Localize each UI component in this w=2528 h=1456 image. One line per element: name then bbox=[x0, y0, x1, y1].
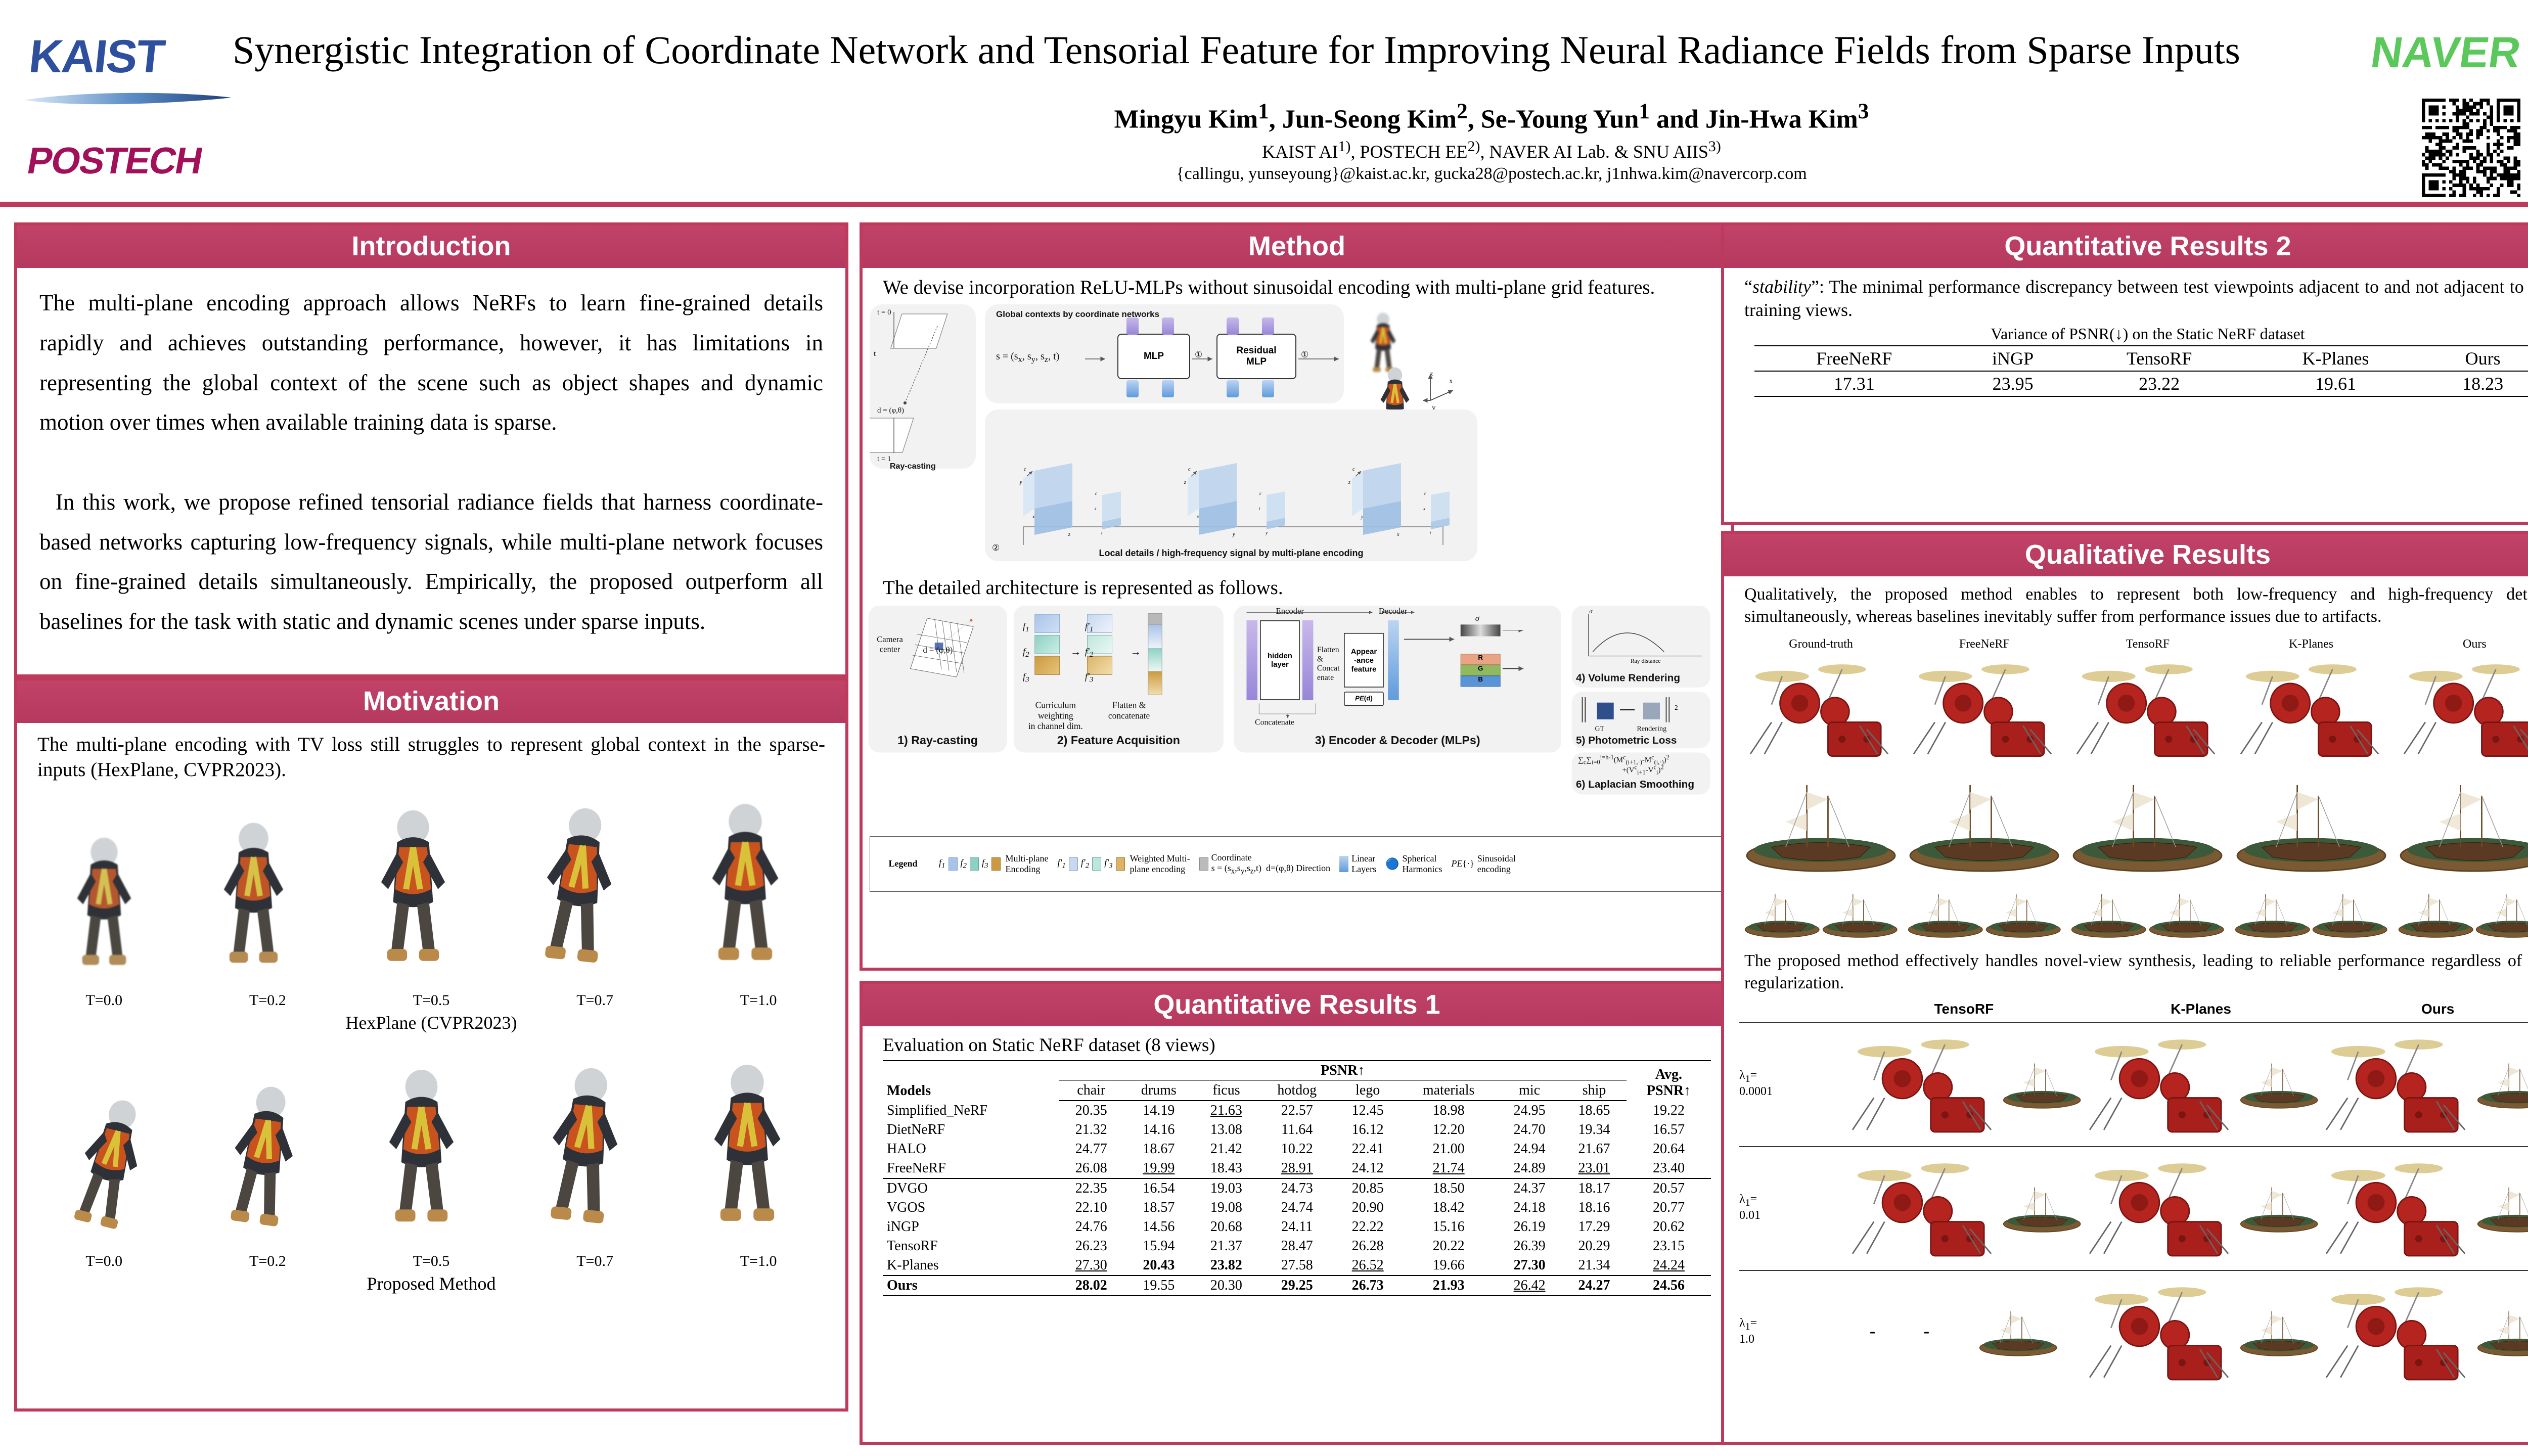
svg-text:c: c bbox=[1188, 467, 1191, 472]
svg-text:c: c bbox=[1259, 491, 1261, 496]
svg-text:t: t bbox=[1101, 530, 1103, 535]
svg-text:2: 2 bbox=[1675, 704, 1678, 711]
svg-text:x: x bbox=[1032, 514, 1035, 520]
svg-text:t: t bbox=[1430, 530, 1431, 535]
svg-text:z: z bbox=[1068, 532, 1070, 537]
svg-text:c: c bbox=[1352, 467, 1355, 472]
svg-text:c: c bbox=[1024, 467, 1026, 472]
svg-text:x: x bbox=[1196, 514, 1199, 520]
svg-text:Ray distance: Ray distance bbox=[1631, 658, 1661, 664]
svg-text:y: y bbox=[1019, 480, 1022, 485]
svg-text:y: y bbox=[1361, 514, 1364, 520]
svg-text:x: x bbox=[1396, 532, 1400, 537]
svg-text:c: c bbox=[1424, 491, 1426, 496]
svg-text:z: z bbox=[1094, 506, 1097, 511]
svg-text:x: x bbox=[1423, 506, 1425, 511]
svg-text:y: y bbox=[1232, 532, 1235, 537]
svg-text:z: z bbox=[1348, 480, 1350, 485]
svg-text:y: y bbox=[1265, 530, 1268, 535]
svg-text:c: c bbox=[1095, 491, 1097, 496]
svg-text:t: t bbox=[1259, 506, 1260, 511]
svg-text:σ: σ bbox=[1590, 610, 1593, 615]
svg-text:z: z bbox=[1184, 480, 1186, 485]
